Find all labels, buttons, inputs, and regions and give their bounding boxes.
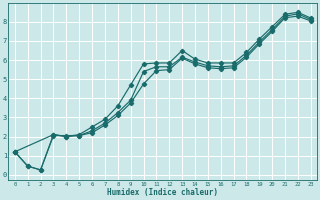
X-axis label: Humidex (Indice chaleur): Humidex (Indice chaleur) [107, 188, 218, 197]
